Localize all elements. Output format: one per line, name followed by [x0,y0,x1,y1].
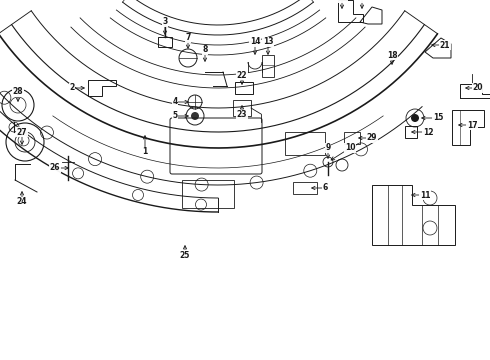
Text: 29: 29 [367,134,377,143]
Text: 17: 17 [466,121,477,130]
Text: 25: 25 [180,251,190,260]
Text: 28: 28 [13,87,24,96]
Text: 22: 22 [237,71,247,80]
Circle shape [191,112,199,120]
Text: 20: 20 [473,84,483,93]
Bar [233,100,251,116]
Text: 27: 27 [17,127,27,136]
Bar [262,55,274,77]
Circle shape [411,114,419,122]
Text: 7: 7 [185,33,191,42]
Bar [235,82,253,94]
Text: 3: 3 [162,18,168,27]
Bar [293,182,317,194]
Text: 6: 6 [322,184,328,193]
Text: 26: 26 [50,163,60,172]
Text: 12: 12 [423,127,433,136]
Text: 21: 21 [440,40,450,49]
Text: 14: 14 [250,37,260,46]
Text: 13: 13 [263,37,273,46]
Text: 19: 19 [357,0,367,3]
Text: 23: 23 [237,111,247,120]
Text: 5: 5 [172,112,177,121]
Text: 1: 1 [143,148,147,157]
Bar [158,37,172,47]
Bar [344,132,360,144]
Text: 16: 16 [337,0,347,3]
Text: 11: 11 [420,190,430,199]
Text: 24: 24 [17,198,27,207]
Text: 18: 18 [387,50,397,59]
Text: 15: 15 [433,113,443,122]
Text: 2: 2 [70,84,74,93]
Text: 8: 8 [202,45,208,54]
Text: 10: 10 [345,144,355,153]
Text: 9: 9 [325,144,331,153]
Text: 4: 4 [172,98,177,107]
Bar [182,180,234,208]
